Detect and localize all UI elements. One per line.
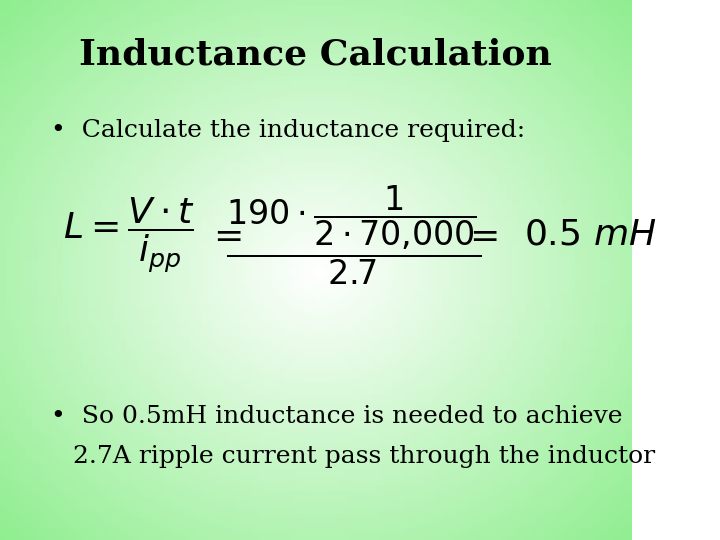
Text: $L = \dfrac{V \cdot t}{i_{pp}}$: $L = \dfrac{V \cdot t}{i_{pp}}$	[63, 195, 195, 275]
Text: $0.5 \ mH$: $0.5 \ mH$	[524, 218, 657, 252]
Text: $\dfrac{190 \cdot \dfrac{1}{2 \cdot 70{,}000}}{2.7}$: $\dfrac{190 \cdot \dfrac{1}{2 \cdot 70{,…	[226, 183, 481, 287]
Text: •  Calculate the inductance required:: • Calculate the inductance required:	[50, 119, 525, 142]
Text: Inductance Calculation: Inductance Calculation	[79, 38, 552, 72]
Text: •  So 0.5mH inductance is needed to achieve: • So 0.5mH inductance is needed to achie…	[50, 405, 622, 428]
Text: 2.7A ripple current pass through the inductor: 2.7A ripple current pass through the ind…	[73, 446, 654, 469]
Text: $=$: $=$	[462, 218, 498, 252]
Text: $=$: $=$	[207, 218, 242, 252]
